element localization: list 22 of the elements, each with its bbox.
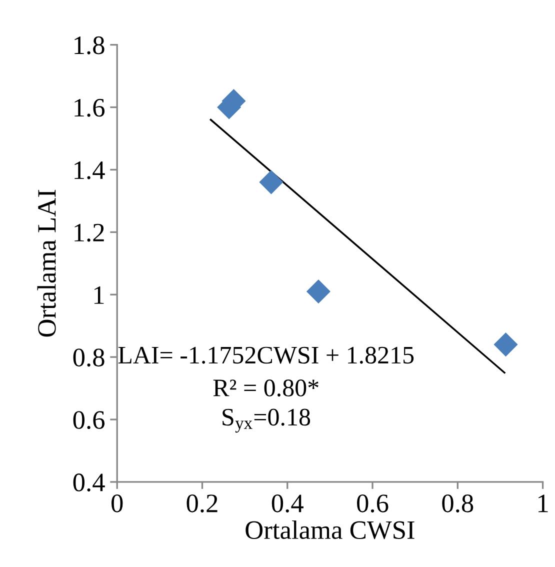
- annotation: S$_{yx}$=0.18: [222, 408, 310, 433]
- x-tick-label: 0.8: [442, 494, 474, 512]
- y-tick-label: 1.8: [74, 36, 104, 54]
- y-tick-label: 1.4: [74, 161, 105, 180]
- y-tick-label: 0.4: [73, 474, 105, 492]
- annotation: R² = 0.80*: [213, 380, 318, 397]
- annotation: LAI= -1.1752CWSI + 1.8215: [118, 346, 414, 364]
- point: [494, 332, 518, 357]
- x-tick-label: 0.2: [186, 494, 218, 512]
- x-tick-label: 1: [538, 494, 548, 512]
- x-tick-label: 0: [112, 494, 123, 512]
- y-tick-label: 0.8: [73, 348, 104, 367]
- x-axis-title: Ortalama CWSI: [246, 520, 414, 540]
- y-axis-title: Ortalama LAI: [37, 190, 56, 337]
- y-tick-label: 1.6: [74, 98, 105, 117]
- point: [259, 170, 284, 194]
- x-tick-label: 0.6: [357, 494, 388, 512]
- y-tick-label: 1.2: [74, 224, 104, 242]
- y-tick-label: 0.6: [73, 411, 105, 430]
- y-tick-label: 1: [94, 286, 104, 304]
- point: [306, 279, 330, 304]
- x-tick-label: 0.4: [272, 494, 304, 512]
